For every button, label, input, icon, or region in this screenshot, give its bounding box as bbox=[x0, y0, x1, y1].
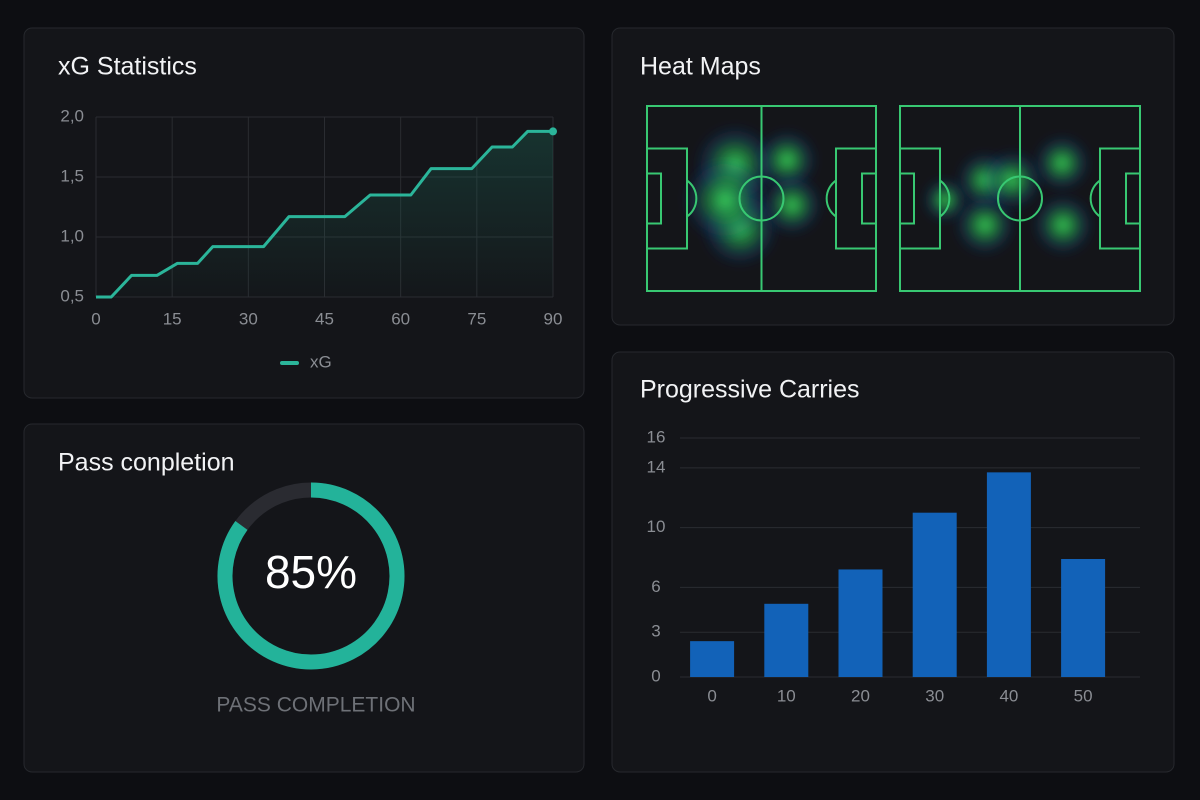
bar bbox=[838, 569, 883, 677]
x-tick-label: 60 bbox=[391, 309, 410, 328]
panel-title: Pass conpletion bbox=[58, 449, 235, 477]
heat-blob bbox=[982, 150, 1042, 210]
heat-blob bbox=[955, 195, 1015, 255]
donut-value: 85% bbox=[265, 546, 357, 598]
heat-blob bbox=[923, 178, 967, 222]
bar bbox=[764, 603, 809, 677]
x-tick-label: 30 bbox=[925, 686, 944, 705]
y-tick-label: 1,0 bbox=[60, 226, 84, 245]
bar bbox=[1061, 558, 1106, 677]
panel bbox=[611, 351, 1175, 773]
bar bbox=[986, 472, 1031, 677]
pitch-line bbox=[899, 172, 915, 225]
heat-blob bbox=[1033, 195, 1093, 255]
x-tick-label: 20 bbox=[851, 686, 870, 705]
pitch-line bbox=[738, 175, 785, 222]
x-tick-label: 15 bbox=[163, 309, 182, 328]
y-tick-label: 10 bbox=[647, 517, 666, 536]
x-tick-label: 75 bbox=[467, 309, 486, 328]
heat-blob bbox=[762, 175, 822, 235]
x-tick-label: 0 bbox=[707, 686, 716, 705]
x-tick-label: 30 bbox=[239, 309, 258, 328]
pitch-line bbox=[686, 179, 698, 218]
pitch-line bbox=[997, 175, 1043, 222]
y-tick-label: 1,5 bbox=[60, 166, 84, 185]
panel bbox=[23, 423, 585, 773]
panel-title: Progressive Carries bbox=[640, 376, 860, 404]
heat-blob bbox=[757, 130, 817, 190]
pitch-line bbox=[939, 179, 951, 218]
legend-label: xG bbox=[310, 352, 332, 371]
x-tick-label: 40 bbox=[999, 686, 1018, 705]
panel-title: Heat Maps bbox=[640, 53, 761, 81]
pitch-line bbox=[1125, 172, 1141, 225]
area bbox=[96, 131, 553, 297]
x-tick-label: 90 bbox=[544, 309, 563, 328]
y-tick-label: 0 bbox=[651, 666, 660, 685]
y-tick-label: 14 bbox=[647, 457, 666, 476]
y-tick-label: 16 bbox=[647, 427, 666, 446]
y-tick-label: 6 bbox=[651, 577, 660, 596]
pitch-line bbox=[1089, 179, 1101, 218]
donut-caption: PASS COMPLETION bbox=[216, 694, 415, 717]
heat-blob bbox=[1034, 135, 1090, 191]
y-tick-label: 3 bbox=[651, 622, 660, 641]
xg-line bbox=[96, 129, 553, 299]
donut-arc bbox=[217, 482, 405, 670]
y-tick-label: 2,0 bbox=[60, 106, 84, 125]
bar bbox=[690, 641, 735, 677]
x-tick-label: 10 bbox=[777, 686, 796, 705]
panel-title: xG Statistics bbox=[58, 53, 197, 81]
heat-blob bbox=[683, 158, 767, 242]
end-marker bbox=[549, 127, 557, 136]
x-tick-label: 50 bbox=[1074, 686, 1093, 705]
y-tick-label: 0,5 bbox=[60, 286, 84, 305]
pitch-line bbox=[861, 172, 877, 225]
x-tick-label: 0 bbox=[91, 309, 100, 328]
pitch-line bbox=[646, 172, 662, 225]
bar bbox=[912, 512, 957, 677]
pitch-line bbox=[825, 179, 837, 218]
panel bbox=[23, 27, 585, 399]
x-tick-label: 45 bbox=[315, 309, 334, 328]
